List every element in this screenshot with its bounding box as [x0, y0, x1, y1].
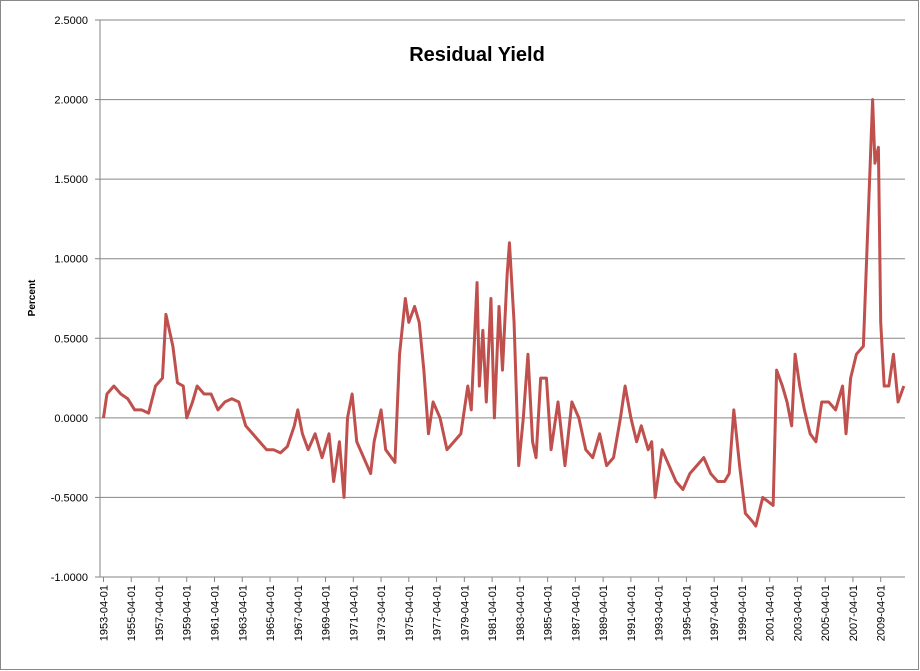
y-tick-label: 2.5000	[54, 15, 88, 27]
x-tick-label: 1979-04-01	[459, 585, 471, 641]
x-tick-label: 1991-04-01	[626, 585, 638, 641]
x-tick-label: 1999-04-01	[737, 585, 749, 641]
x-tick-label: 1983-04-01	[515, 585, 527, 641]
y-tick-label: 2.0000	[54, 95, 88, 107]
x-tick-label: 1967-04-01	[293, 585, 305, 641]
y-tick-label: -0.5000	[51, 492, 88, 504]
y-tick-label: 1.0000	[54, 254, 88, 266]
x-tick-label: 1975-04-01	[404, 585, 416, 641]
x-tick-label: 1981-04-01	[487, 585, 499, 641]
x-tick-label: 1961-04-01	[210, 585, 222, 641]
x-tick-label: 1959-04-01	[182, 585, 194, 641]
x-tick-label: 2005-04-01	[820, 585, 832, 641]
x-tick-label: 1985-04-01	[543, 585, 555, 641]
y-axis-label: Percent	[27, 279, 38, 316]
x-tick-label: 1989-04-01	[598, 585, 610, 641]
x-tick-label: 1965-04-01	[265, 585, 277, 641]
x-tick-label: 2007-04-01	[848, 585, 860, 641]
x-tick-label: 1987-04-01	[570, 585, 582, 641]
x-tick-label: 2009-04-01	[876, 585, 888, 641]
x-tick-label: 1955-04-01	[126, 585, 138, 641]
y-tick-label: 0.5000	[54, 333, 88, 345]
y-tick-label: -1.0000	[51, 572, 88, 584]
x-tick-label: 2001-04-01	[765, 585, 777, 641]
x-tick-label: 1995-04-01	[681, 585, 693, 641]
x-tick-label: 1963-04-01	[237, 585, 249, 641]
y-tick-label: 0.0000	[54, 413, 88, 425]
x-tick-label: 1973-04-01	[376, 585, 388, 641]
y-tick-label: 1.5000	[54, 174, 88, 186]
x-tick-label: 1953-04-01	[98, 585, 110, 641]
x-tick-label: 1957-04-01	[154, 585, 166, 641]
x-tick-label: 2003-04-01	[792, 585, 804, 641]
x-tick-label: 1971-04-01	[348, 585, 360, 641]
x-tick-label: 1969-04-01	[321, 585, 333, 641]
data-line	[101, 98, 906, 528]
chart-title: Residual Yield	[409, 44, 545, 66]
x-tick-label: 1997-04-01	[709, 585, 721, 641]
x-tick-label: 1993-04-01	[654, 585, 666, 641]
x-tick-label: 1977-04-01	[432, 585, 444, 641]
